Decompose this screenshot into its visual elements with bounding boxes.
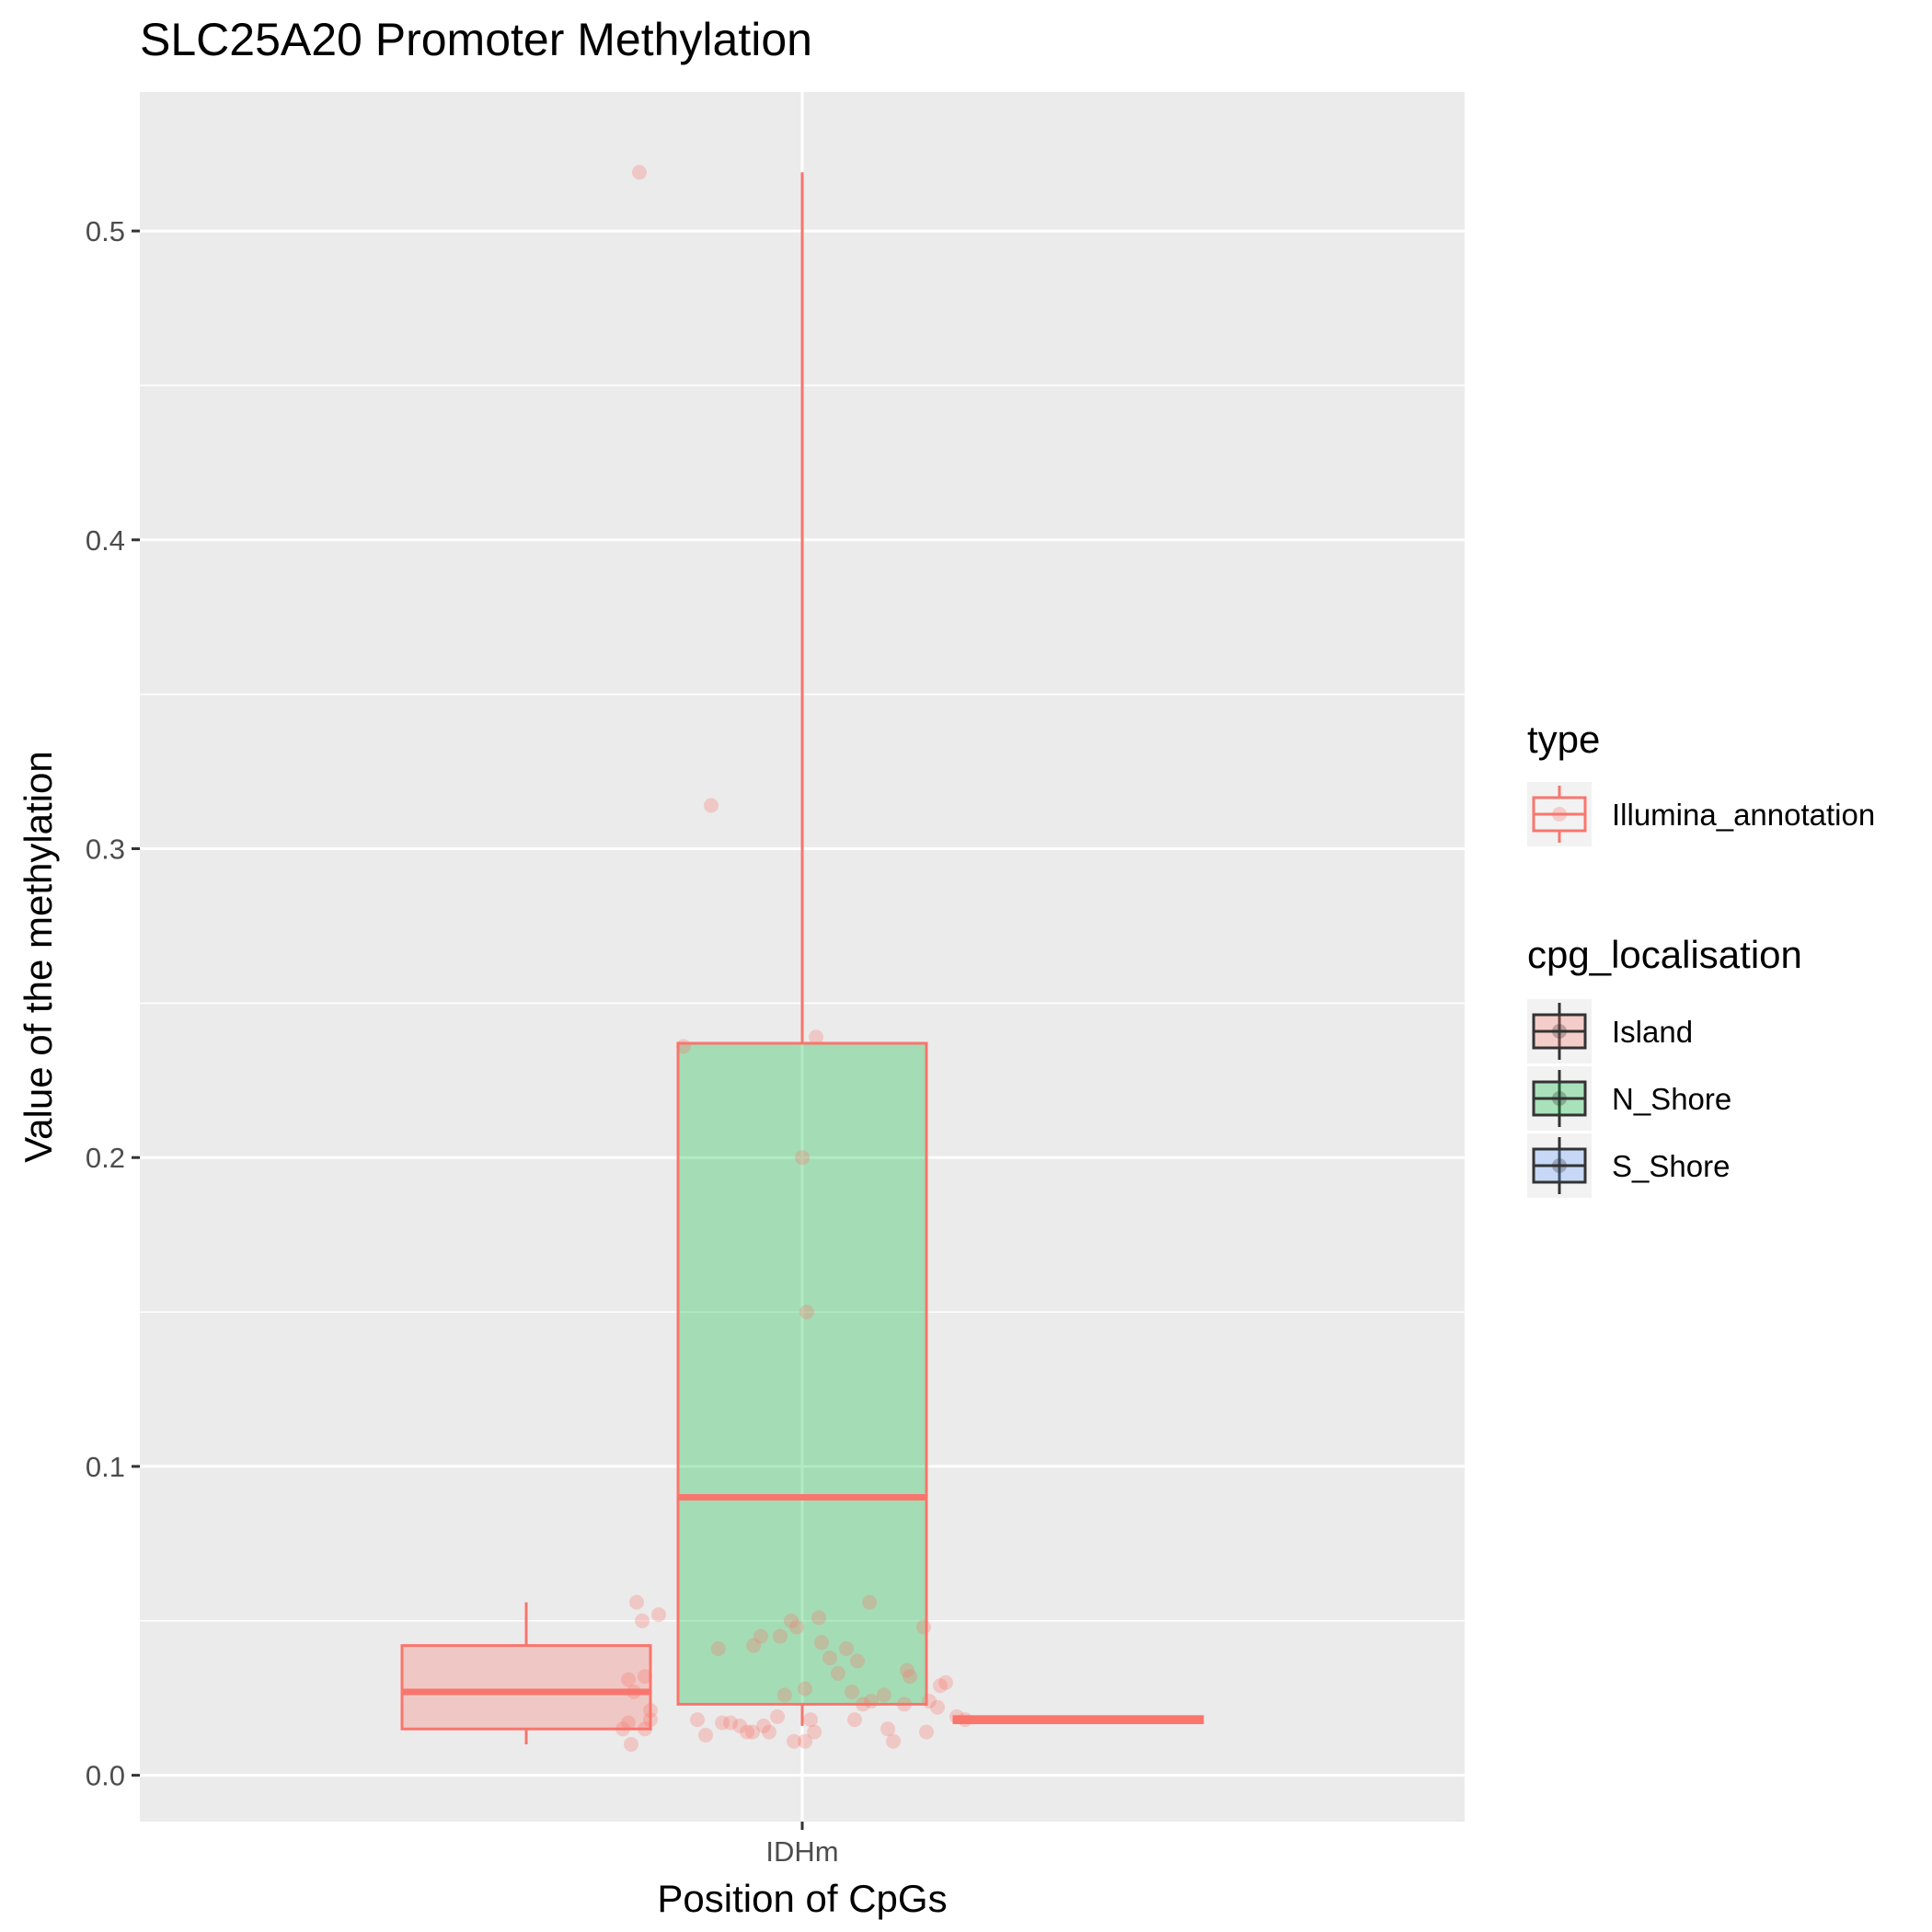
data-point (807, 1724, 822, 1740)
data-point (773, 1628, 788, 1644)
data-point (723, 1715, 738, 1731)
data-point (839, 1641, 854, 1656)
data-point (919, 1724, 934, 1740)
y-tick-label: 0.3 (86, 834, 125, 866)
legend-key-point (1552, 1091, 1567, 1106)
data-point (822, 1650, 837, 1666)
data-point (803, 1712, 818, 1728)
jitter-points (615, 165, 972, 1753)
data-point (621, 1672, 636, 1687)
data-point (814, 1635, 829, 1650)
legend-cpg-title: cpg_localisation (1527, 933, 1802, 976)
data-point (876, 1687, 891, 1703)
data-point (643, 1703, 658, 1719)
legend-key-point (1552, 807, 1567, 822)
y-tick-label: 0.4 (86, 524, 125, 557)
data-point (635, 1613, 650, 1628)
y-tick-label: 0.0 (86, 1760, 125, 1792)
data-point (629, 1594, 644, 1610)
legend-type-title: type (1527, 718, 1600, 761)
data-point (845, 1685, 859, 1699)
data-point (690, 1712, 705, 1728)
x-tick-label: IDHm (765, 1835, 838, 1868)
data-point (799, 1305, 814, 1320)
data-point (795, 1150, 810, 1166)
y-axis: 0.0 0.1 0.2 0.3 0.4 0.5 (86, 215, 140, 1792)
data-point (831, 1665, 845, 1681)
data-point (798, 1733, 812, 1749)
data-point (949, 1708, 964, 1724)
data-point (627, 1685, 641, 1699)
data-point (746, 1638, 762, 1653)
data-point (753, 1628, 768, 1644)
data-point (715, 1715, 730, 1731)
legend-label-n-shore: N_Shore (1612, 1082, 1731, 1116)
data-point (789, 1619, 804, 1635)
data-point (850, 1653, 865, 1669)
data-point (787, 1733, 801, 1749)
legend-cpg-localisation: cpg_localisation Island N_Shore S_Shore (1527, 933, 1802, 1198)
box-n-shore (676, 1041, 928, 1706)
data-point (798, 1681, 812, 1696)
legend-type: type Illumina_annotation (1527, 718, 1875, 846)
data-point (624, 1737, 638, 1753)
data-point (886, 1733, 901, 1749)
data-point (916, 1619, 931, 1635)
boxplots (400, 172, 1204, 1745)
x-axis-title: Position of CpGs (657, 1877, 947, 1920)
y-axis-title: Value of the methylation (17, 751, 60, 1163)
data-point (809, 1029, 823, 1045)
data-point (897, 1696, 912, 1712)
data-point (880, 1721, 895, 1737)
data-point (651, 1607, 666, 1623)
x-axis: IDHm (765, 1822, 839, 1868)
data-point (930, 1699, 945, 1715)
y-tick-label: 0.1 (86, 1451, 125, 1483)
legend-label-illumina-annotation: Illumina_annotation (1612, 798, 1875, 832)
y-tick-label: 0.2 (86, 1142, 125, 1174)
data-point (698, 1728, 713, 1742)
legend-label-s-shore: S_Shore (1612, 1149, 1730, 1183)
data-point (638, 1669, 652, 1685)
data-point (770, 1708, 785, 1724)
data-point (740, 1724, 754, 1740)
data-point (922, 1694, 937, 1709)
data-point (621, 1715, 636, 1731)
data-point (856, 1696, 870, 1712)
y-tick-label: 0.5 (86, 215, 125, 247)
chart-title: SLC25A20 Promoter Methylation (140, 14, 812, 65)
data-point (938, 1674, 953, 1690)
data-point (756, 1718, 771, 1733)
data-point (643, 1712, 658, 1728)
data-point (638, 1721, 652, 1737)
data-point (732, 1718, 748, 1733)
legend-key-point (1552, 1024, 1567, 1039)
data-point (900, 1662, 914, 1678)
data-point (864, 1694, 879, 1709)
data-point (847, 1712, 862, 1728)
data-point (762, 1724, 776, 1740)
data-point (676, 1039, 691, 1054)
data-point (776, 1687, 792, 1703)
data-point (811, 1610, 826, 1626)
legend-label-island: Island (1612, 1015, 1693, 1049)
data-point (958, 1712, 972, 1728)
data-point (903, 1669, 917, 1685)
data-point (745, 1724, 760, 1740)
data-point (862, 1594, 878, 1610)
data-point (933, 1678, 948, 1694)
data-point (704, 798, 719, 813)
data-point (632, 165, 647, 180)
box-island (400, 1644, 652, 1731)
data-point (615, 1721, 630, 1737)
legend-key-point (1552, 1158, 1567, 1173)
data-point (710, 1641, 726, 1656)
data-point (784, 1613, 799, 1628)
